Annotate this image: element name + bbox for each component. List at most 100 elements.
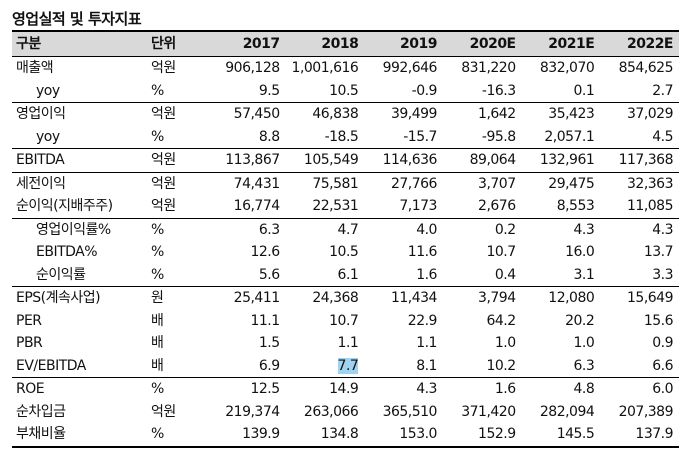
row-unit: 억원	[151, 60, 176, 77]
cell-value: 117,368	[618, 152, 674, 169]
value-cell: 11,434	[364, 286, 443, 310]
cell-value: 9.5	[258, 82, 280, 99]
row-label: 매출액	[16, 60, 54, 77]
cell-value: 105,549	[303, 152, 359, 169]
value-cell: 3.3	[600, 264, 679, 287]
cell-value: 39,499	[390, 106, 438, 123]
cell-value: 8,553	[556, 198, 595, 215]
row-label: 세전이익	[12, 171, 147, 195]
cell-value: 11,085	[627, 198, 674, 215]
table-row: 매출액 억원 906,128 1,001,616 992,646 831,220 832,0…	[12, 57, 679, 80]
row-label: yoy	[36, 82, 60, 99]
cell-value: 2,676	[478, 198, 516, 215]
table-row: yoy% 8.8 -18.5 -15.7 -95.8 2,057.1 4.5	[12, 126, 679, 149]
cell-value: 5.6	[258, 266, 280, 283]
cell-value: 32,363	[627, 175, 674, 192]
value-cell: 7.7	[286, 355, 365, 378]
value-cell: 11,085	[600, 195, 679, 218]
cell-value: 11.1	[250, 312, 280, 329]
cell-value: 6.9	[258, 357, 280, 374]
cell-value: -16.3	[481, 82, 516, 99]
cell-value: 74,431	[233, 175, 281, 192]
value-cell: 16.0	[522, 241, 601, 264]
header-item: 구분	[12, 30, 147, 57]
value-cell: 1.0	[522, 332, 601, 355]
cell-value: 25,411	[233, 290, 281, 307]
value-cell: 1.6	[442, 377, 522, 401]
cell-value: 1.1	[416, 335, 437, 352]
row-unit: %	[147, 377, 207, 401]
value-cell: 14.9	[285, 377, 365, 401]
row-label: 영업이익	[12, 102, 147, 126]
value-cell: 365,510	[364, 401, 443, 424]
financial-table: 구분 단위 2017 2018 2019 2020E 2021E 2022E 매…	[12, 30, 679, 448]
cell-value: 46,838	[312, 106, 359, 123]
value-cell: 1.1	[364, 332, 443, 355]
cell-value: 831,220	[461, 60, 516, 77]
table-row: 영업이익률%% 6.3 4.7 4.0 0.2 4.3 4.3	[12, 217, 679, 241]
value-cell: 12.5	[207, 377, 286, 401]
table-row: EBITDA 억원 113,867 105,549 114,636 89,064 132,9…	[12, 148, 679, 172]
cell-value: 854,625	[618, 60, 674, 77]
table-row: 영업이익 억원 57,450 46,838 39,499 1,642 35,423 37,02…	[12, 102, 679, 126]
row-unit: 배	[151, 312, 164, 329]
value-cell: 1.5	[207, 332, 286, 355]
cell-value: 4.3	[416, 381, 437, 398]
value-cell: 1.6	[364, 264, 443, 287]
value-cell: 992,646	[364, 57, 443, 80]
value-cell: 4.3	[521, 217, 601, 241]
cell-value: -15.7	[403, 128, 437, 145]
value-cell: 6.6	[600, 355, 679, 378]
cell-value: 4.8	[573, 381, 595, 398]
cell-value: 371,420	[461, 403, 516, 420]
cell-value: 2.7	[652, 82, 673, 99]
cell-value: 282,094	[539, 403, 595, 420]
value-cell: 282,094	[522, 401, 601, 424]
row-label: 순이익(지배주주)	[16, 198, 113, 215]
cell-value: 365,510	[382, 403, 438, 420]
cell-value: 4.7	[337, 221, 359, 238]
row-unit: 억원	[151, 403, 176, 420]
cell-value: 37,029	[627, 106, 674, 123]
cell-value: 6.6	[652, 357, 673, 374]
cell-value: 3,707	[478, 175, 516, 192]
value-cell: 4.3	[364, 377, 443, 401]
value-cell: 15.6	[600, 310, 679, 333]
cell-value: 7.7	[337, 357, 359, 374]
value-cell: 207,389	[600, 401, 679, 424]
value-cell: 27,766	[364, 171, 443, 195]
value-cell: 831,220	[443, 57, 522, 80]
cell-value: 1.5	[258, 335, 280, 352]
cell-value: 10.7	[486, 244, 516, 261]
value-cell: 22,531	[286, 195, 365, 218]
value-cell: 2.7	[600, 80, 679, 103]
cell-value: 2,057.1	[544, 128, 595, 145]
cell-value: 4.5	[652, 128, 673, 145]
row-label: EBITDA	[12, 148, 147, 172]
table-row: 순차입금 억원 219,374 263,066 365,510 371,420 282,09…	[12, 401, 679, 424]
cell-value: 22,531	[312, 198, 359, 215]
table-row: 순이익률% 5.6 6.1 1.6 0.4 3.1 3.3	[12, 264, 679, 287]
table-title: 영업실적 및 투자지표	[12, 10, 142, 28]
cell-value: 22.9	[407, 312, 438, 329]
cell-value: 35,423	[548, 106, 595, 123]
cell-value: 15.6	[643, 312, 674, 329]
cell-value: -18.5	[324, 128, 359, 145]
cell-value: 1.6	[494, 381, 516, 398]
value-cell: 5.6	[207, 264, 286, 287]
value-cell: 89,064	[442, 148, 522, 172]
value-cell: 20.2	[522, 310, 601, 333]
value-cell: 13.7	[600, 241, 679, 264]
value-cell: -16.3	[443, 80, 522, 103]
cell-value: 0.1	[573, 82, 595, 99]
table-row: EPS(계속사업) 원 25,411 24,368 11,434 3,794 12,080 1…	[12, 286, 679, 310]
cell-value: 13.7	[643, 244, 674, 261]
row-unit: 배	[151, 335, 164, 352]
row-label: EPS(계속사업)	[12, 286, 147, 310]
value-cell: 10.5	[286, 241, 365, 264]
row-unit: 억원	[147, 171, 207, 195]
value-cell: 371,420	[443, 401, 522, 424]
row-label: 부채비율	[12, 423, 147, 448]
value-cell: 1,642	[442, 102, 522, 126]
cell-value: 4.3	[573, 221, 595, 238]
